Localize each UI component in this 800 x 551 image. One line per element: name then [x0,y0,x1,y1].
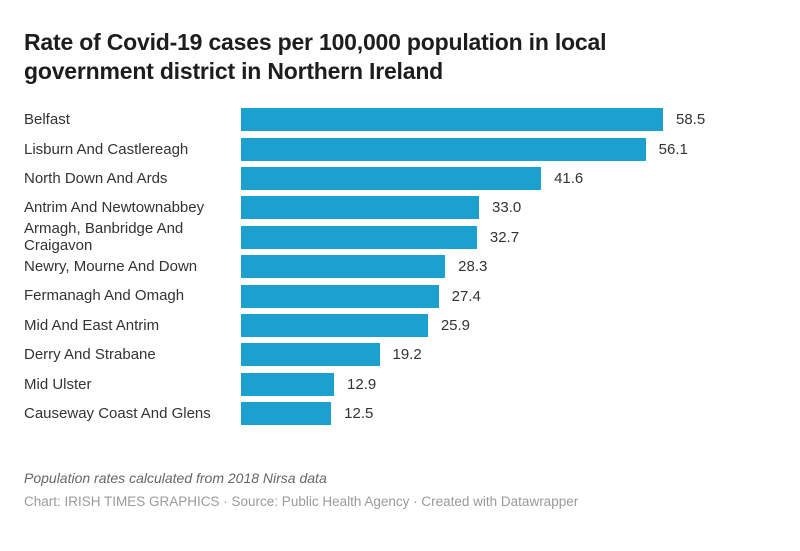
chart-row: Mid And East Antrim 25.9 [24,313,776,337]
chart-footer: Population rates calculated from 2018 Ni… [24,470,776,509]
chart-row: North Down And Ards 41.6 [24,166,776,190]
value-label: 19.2 [392,346,422,364]
chart-row: Causeway Coast And Glens 12.5 [24,402,776,426]
value-label: 32.7 [489,228,520,246]
bar-track: 25.9 [241,313,776,337]
bar [241,402,332,426]
bar-track: 27.4 [241,284,776,308]
bar [241,255,446,279]
value-label: 33.0 [492,199,522,217]
bar [241,166,542,190]
chart-row: Newry, Mourne And Down 28.3 [24,255,776,279]
value-label: 12.5 [344,405,374,423]
bar-track: 32.7 [241,225,776,249]
chart-row: Mid Ulster 12.9 [24,372,776,396]
bar-track: 56.1 [241,137,776,161]
category-label: North Down And Ards [24,169,168,187]
bar-track: 12.9 [241,372,776,396]
bar [241,108,663,132]
category-label: Causeway Coast And Glens [24,405,211,423]
value-label: 28.3 [458,258,488,276]
bar [241,196,480,220]
bar [241,225,477,249]
value-label: 56.1 [658,140,688,158]
bar [241,372,335,396]
value-label: 58.5 [676,111,706,129]
value-label: 25.9 [440,316,471,334]
bar-track: 33.0 [241,196,776,220]
category-label: Newry, Mourne And Down [24,258,198,276]
chart-row: Belfast 58.5 [24,108,776,132]
bar-track: 41.6 [241,166,776,190]
chart-row: Antrim And Newtownabbey 33.0 [24,196,776,220]
bar-track: 58.5 [241,108,776,132]
category-label: Fermanagh And Omagh [24,287,185,305]
chart-note: Population rates calculated from 2018 Ni… [24,470,327,487]
category-label: Mid Ulster [24,375,92,393]
category-label: Lisburn And Castlereagh [24,140,189,158]
bar [241,343,380,367]
value-label: 41.6 [554,169,584,187]
chart-row: Fermanagh And Omagh 27.4 [24,284,776,308]
category-label: Derry And Strabane [24,346,156,364]
category-label: Antrim And Newtownabbey [24,199,205,217]
bar [241,137,646,161]
bar [241,284,439,308]
bar-track: 28.3 [241,255,776,279]
chart-title: Rate of Covid-19 cases per 100,000 popul… [24,29,607,84]
category-label: Armagh, Banbridge And Craigavon [24,220,184,255]
value-label: 12.9 [347,375,377,393]
chart-row: Derry And Strabane 19.2 [24,343,776,367]
value-label: 27.4 [451,287,481,305]
chart-credit: Chart: IRISH TIMES GRAPHICS · Source: Pu… [24,494,579,510]
chart-row: Lisburn And Castlereagh 56.1 [24,137,776,161]
chart-row: Armagh, Banbridge And Craigavon 32.7 [24,220,776,254]
bar-chart: Belfast 58.5 Lisburn And Castlereagh 56.1 No… [24,108,776,426]
bar-track: 12.5 [241,402,776,426]
category-label: Belfast [24,111,70,129]
category-label: Mid And East Antrim [24,316,160,334]
bar [241,313,428,337]
bar-track: 19.2 [241,343,776,367]
